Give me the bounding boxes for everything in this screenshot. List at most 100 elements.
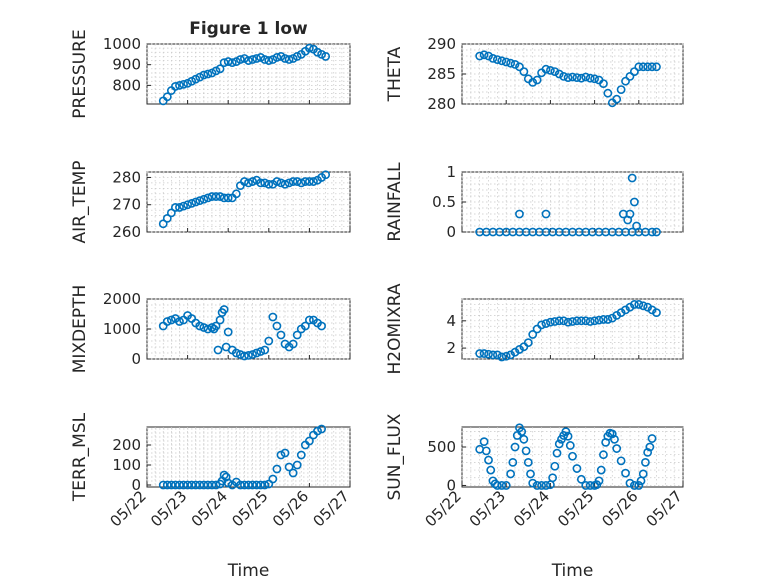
data-point [264, 56, 274, 65]
data-point [235, 480, 245, 490]
data-point [162, 213, 172, 223]
y-axis-label: SUN_FLUX [385, 413, 405, 500]
x-tick-label: 05/22 [422, 487, 465, 530]
data-point [616, 456, 626, 466]
data-point [321, 52, 331, 61]
data-point [256, 480, 266, 490]
data-point [183, 480, 192, 490]
data-point [568, 72, 577, 82]
data-point [183, 200, 192, 210]
data-point [484, 51, 493, 61]
data-point [506, 58, 516, 68]
data-point [162, 92, 172, 102]
data-point [268, 474, 278, 484]
data-point [235, 350, 245, 359]
data-point [215, 64, 225, 74]
y-axis-label: MIXDEPTH [70, 285, 90, 374]
data-point [506, 350, 516, 360]
data-point [240, 351, 249, 361]
data-point [162, 480, 172, 490]
data-point [610, 434, 619, 444]
data-point [629, 67, 639, 76]
data-point [211, 321, 221, 331]
data-point [171, 480, 180, 490]
data-point [203, 193, 213, 203]
data-point [515, 62, 524, 72]
data-point [506, 469, 516, 479]
y-tick-label: 270 [112, 196, 141, 214]
data-point [638, 301, 648, 311]
data-point [235, 55, 245, 64]
data-point [484, 349, 493, 359]
data-point [599, 450, 608, 460]
data-point [284, 55, 294, 64]
subplot-7: 0 500 05/22 05/23 05/24 05/25 05/26 05/27 SUN_FL… [385, 413, 686, 581]
data-point [492, 481, 502, 490]
data-point [488, 350, 498, 360]
data-point [171, 203, 180, 212]
data-point [616, 85, 626, 94]
data-point [581, 72, 591, 82]
data-point [652, 62, 661, 72]
data-point [563, 317, 573, 327]
data-point [244, 56, 253, 65]
data-point [227, 58, 237, 68]
data-point [647, 62, 657, 72]
data-point [479, 437, 489, 447]
x-tick-label: 05/22 [107, 487, 150, 530]
data-point [280, 179, 290, 189]
x-tick-label: 05/24 [510, 487, 553, 530]
data-point [501, 57, 511, 67]
data-point [517, 427, 527, 437]
data-point [541, 319, 551, 328]
data-point [563, 73, 573, 82]
subplot-2: 260 270 280 AIR_TEMP [70, 161, 351, 244]
data-point [492, 55, 502, 64]
data-point [260, 345, 270, 355]
data-point [292, 330, 302, 340]
data-point [594, 476, 604, 486]
data-point [523, 338, 533, 348]
data-point [603, 88, 613, 98]
data-point [195, 196, 205, 206]
data-point [548, 473, 558, 483]
data-point [179, 480, 188, 490]
data-point [599, 79, 608, 88]
data-point [590, 316, 599, 326]
data-point [581, 481, 591, 490]
data-point [304, 315, 314, 325]
data-point [497, 352, 507, 362]
data-point [612, 310, 622, 320]
data-point [612, 444, 622, 453]
data-point [621, 468, 630, 478]
y-tick-label: 1000 [103, 320, 141, 338]
data-point [321, 170, 331, 180]
data-point [166, 208, 176, 218]
data-point [296, 450, 306, 460]
data-point [497, 56, 507, 66]
data-point [195, 321, 205, 331]
data-point [647, 227, 657, 237]
data-point [629, 481, 639, 490]
x-tick-label: 05/26 [269, 487, 312, 530]
data-point [510, 347, 520, 357]
data-point [304, 43, 314, 53]
data-point [510, 442, 520, 452]
data-point [171, 82, 180, 91]
data-point [304, 177, 314, 186]
data-point [317, 424, 326, 434]
y-tick-label: 1 [446, 163, 456, 181]
data-point [572, 73, 582, 82]
data-point [309, 177, 318, 186]
data-point [231, 189, 241, 199]
data-point [554, 316, 564, 326]
data-point [292, 177, 302, 186]
data-point [519, 434, 529, 444]
data-point [590, 74, 599, 84]
y-tick-label: 200 [112, 436, 141, 454]
data-point [215, 192, 225, 201]
data-point [629, 197, 639, 207]
